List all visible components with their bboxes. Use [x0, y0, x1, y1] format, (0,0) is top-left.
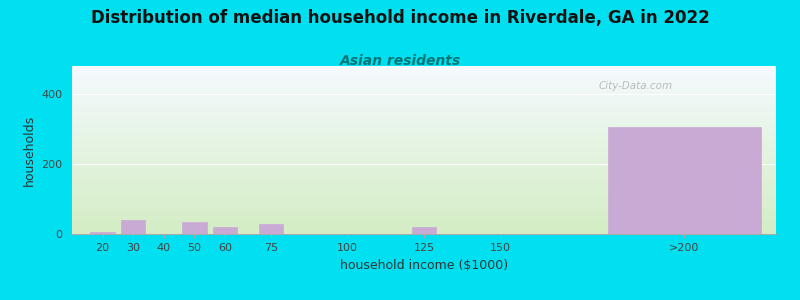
Text: Distribution of median household income in Riverdale, GA in 2022: Distribution of median household income … [90, 9, 710, 27]
Bar [412, 227, 436, 234]
Bar [258, 224, 283, 234]
Bar [121, 220, 146, 234]
Bar [182, 222, 206, 234]
Text: City-Data.com: City-Data.com [598, 81, 672, 91]
X-axis label: household income ($1000): household income ($1000) [340, 259, 508, 272]
Y-axis label: households: households [22, 114, 35, 186]
Bar [90, 232, 115, 234]
Bar [608, 127, 761, 234]
Text: Asian residents: Asian residents [339, 54, 461, 68]
Bar [213, 227, 238, 234]
